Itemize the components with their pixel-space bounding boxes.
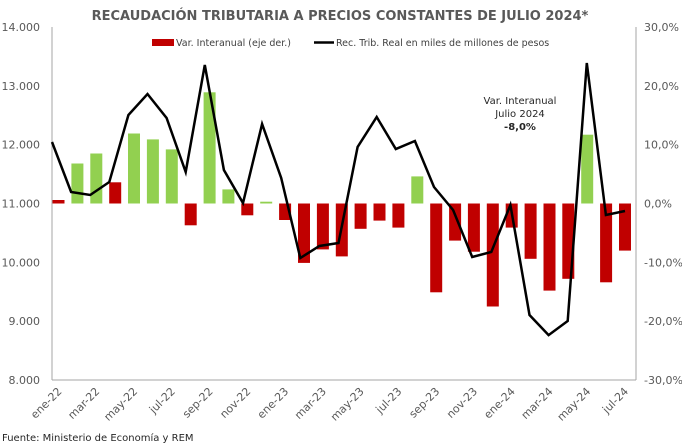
bar-jun-23 [373,203,386,221]
bar-mar-24 [543,203,556,291]
x-tick-label: mar-22 [65,385,102,422]
annotation-line-1: Var. Interanual [484,96,557,107]
y-left-tick-label: 14.000 [2,21,41,34]
bars [52,92,631,307]
y-right-tick-label: 20,0% [644,80,679,93]
legend-label-bar: Var. Interanual (eje der.) [176,38,291,49]
bar-ago-22 [184,203,197,226]
x-tick-label: mar-24 [519,385,556,422]
bar-jul-24 [619,203,631,251]
y-right-tick-label: 10,0% [644,139,679,152]
legend: Var. Interanual (eje der.) Rec. Trib. Re… [152,38,549,49]
y-right-tick-label: -10,0% [644,256,682,269]
bar-sep-22 [203,92,216,204]
bar-nov-22 [241,203,254,216]
x-tick-label: ene-23 [255,385,291,421]
annotation-line-3: -8,0% [504,122,536,133]
y-left-tick-label: 9.000 [9,315,41,328]
bar-may-24 [581,134,594,204]
bar-ago-23 [411,176,424,204]
bar-jun-22 [146,139,159,204]
annotation-line-2: Julio 2024 [494,109,545,120]
x-tick-label: jul-24 [599,385,631,417]
legend-label-line: Rec. Trib. Real en miles de millones de … [336,38,549,49]
x-tick-label: jul-23 [373,385,405,417]
x-tick-label: may-24 [555,385,594,424]
x-tick-label: jul-22 [146,385,178,417]
y-right-tick-label: -30,0% [644,374,682,387]
bar-may-23 [354,203,367,229]
bar-jun-24 [600,203,613,283]
x-tick-label: may-23 [328,385,367,424]
x-tick-label: may-22 [101,385,140,424]
y-left-tick-label: 11.000 [2,198,41,211]
y-right-tick-label: 0,0% [644,198,672,211]
legend-swatch-bar [152,39,174,46]
x-tick-label: sep-22 [180,385,216,421]
y-right-tick-label: -20,0% [644,315,682,328]
y-right-tick-label: 30,0% [644,21,679,34]
y-left-tick-label: 12.000 [2,139,41,152]
bar-feb-23 [298,203,310,263]
bar-mar-23 [316,203,329,250]
y-left-tick-label: 8.000 [9,374,41,387]
bar-abr-22 [109,182,122,204]
bar-mar-22 [90,153,103,204]
bar-may-22 [128,133,140,204]
source-note: Fuente: Ministerio de Economía y REM [2,432,194,444]
x-tick-label: ene-24 [481,385,517,421]
bar-jul-23 [392,203,405,228]
chart-title: RECAUDACIÓN TRIBUTARIA A PRECIOS CONSTAN… [92,8,589,24]
bar-sep-23 [430,203,443,293]
x-axis-labels: ene-22 mar-22 may-22 jul-22 sep-22 nov-22 ene-… [28,385,631,424]
bar-oct-22 [222,189,235,204]
bar-nov-23 [467,203,480,252]
x-tick-label: mar-23 [292,385,329,422]
y-left-tick-label: 10.000 [2,256,41,269]
bar-oct-23 [449,203,462,241]
x-tick-label: ene-22 [28,385,64,421]
annotation: Var. Interanual Julio 2024 -8,0% [484,96,557,133]
axes: 8.000 9.000 10.000 11.000 12.000 13.000 14.000… [2,21,682,387]
bar-dic-22 [260,201,273,204]
x-tick-label: nov-23 [444,385,480,421]
bar-jul-22 [165,149,178,204]
bar-feb-24 [524,203,537,259]
bar-feb-22 [71,163,84,204]
line-series [50,62,626,337]
y-left-tick-label: 13.000 [2,80,41,93]
line-rec-trib-real [50,62,626,337]
bar-dic-23 [486,203,499,307]
x-tick-label: sep-23 [407,385,443,421]
bar-ene-22 [52,200,65,204]
x-tick-label: nov-22 [217,385,253,421]
